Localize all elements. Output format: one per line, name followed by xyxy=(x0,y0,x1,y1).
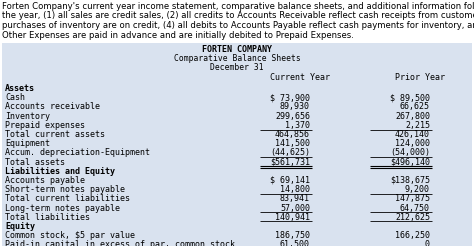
Text: 0: 0 xyxy=(425,240,430,246)
Text: Prior Year: Prior Year xyxy=(395,73,445,82)
Text: Cash: Cash xyxy=(5,93,25,102)
Text: 147,875: 147,875 xyxy=(395,194,430,203)
Text: $ 73,900: $ 73,900 xyxy=(270,93,310,102)
Text: Forten Company's current year income statement, comparative balance sheets, and : Forten Company's current year income sta… xyxy=(2,2,474,11)
Text: 89,930: 89,930 xyxy=(280,102,310,111)
Text: purchases of inventory are on credit, (4) all debits to Accounts Payable reflect: purchases of inventory are on credit, (4… xyxy=(2,21,474,30)
Text: FORTEN COMPANY: FORTEN COMPANY xyxy=(202,45,272,54)
Bar xyxy=(2,43,472,246)
Text: 267,800: 267,800 xyxy=(395,112,430,121)
Text: 141,500: 141,500 xyxy=(275,139,310,148)
Text: Short-term notes payable: Short-term notes payable xyxy=(5,185,125,194)
Text: 166,250: 166,250 xyxy=(395,231,430,240)
Text: $ 89,500: $ 89,500 xyxy=(390,93,430,102)
Text: 1,370: 1,370 xyxy=(285,121,310,130)
Text: 64,750: 64,750 xyxy=(400,204,430,213)
Text: Common stock, $5 par value: Common stock, $5 par value xyxy=(5,231,135,240)
Text: Inventory: Inventory xyxy=(5,112,50,121)
Text: 61,500: 61,500 xyxy=(280,240,310,246)
Text: 124,000: 124,000 xyxy=(395,139,430,148)
Text: Total current assets: Total current assets xyxy=(5,130,105,139)
Text: December 31: December 31 xyxy=(210,63,264,72)
Text: $496,140: $496,140 xyxy=(390,158,430,167)
Text: Other Expenses are paid in advance and are initially debited to Prepaid Expenses: Other Expenses are paid in advance and a… xyxy=(2,31,354,40)
Text: Total assets: Total assets xyxy=(5,158,65,167)
Text: 464,856: 464,856 xyxy=(275,130,310,139)
Text: Assets: Assets xyxy=(5,84,35,93)
Text: (44,625): (44,625) xyxy=(270,148,310,157)
Text: $561,731: $561,731 xyxy=(270,158,310,167)
Text: Accounts payable: Accounts payable xyxy=(5,176,85,185)
Text: 212,625: 212,625 xyxy=(395,213,430,222)
Text: 426,140: 426,140 xyxy=(395,130,430,139)
Text: 14,800: 14,800 xyxy=(280,185,310,194)
Text: Equipment: Equipment xyxy=(5,139,50,148)
Text: Accounts receivable: Accounts receivable xyxy=(5,102,100,111)
Text: $138,675: $138,675 xyxy=(390,176,430,185)
Text: Prepaid expenses: Prepaid expenses xyxy=(5,121,85,130)
Text: the year, (1) all sales are credit sales, (2) all credits to Accounts Receivable: the year, (1) all sales are credit sales… xyxy=(2,12,474,20)
Text: Comparative Balance Sheets: Comparative Balance Sheets xyxy=(173,54,301,63)
Text: Paid-in capital in excess of par, common stock: Paid-in capital in excess of par, common… xyxy=(5,240,235,246)
Text: Accum. depreciation-Equipment: Accum. depreciation-Equipment xyxy=(5,148,150,157)
Text: 66,625: 66,625 xyxy=(400,102,430,111)
Text: Equity: Equity xyxy=(5,222,35,231)
Text: 140,941: 140,941 xyxy=(275,213,310,222)
Text: 186,750: 186,750 xyxy=(275,231,310,240)
Text: Liabilities and Equity: Liabilities and Equity xyxy=(5,167,115,176)
Text: (54,000): (54,000) xyxy=(390,148,430,157)
Text: 83,941: 83,941 xyxy=(280,194,310,203)
Text: Current Year: Current Year xyxy=(270,73,330,82)
Text: $ 69,141: $ 69,141 xyxy=(270,176,310,185)
Text: Total current liabilities: Total current liabilities xyxy=(5,194,130,203)
Text: Total liabilities: Total liabilities xyxy=(5,213,90,222)
Text: 57,000: 57,000 xyxy=(280,204,310,213)
Text: 299,656: 299,656 xyxy=(275,112,310,121)
Text: Long-term notes payable: Long-term notes payable xyxy=(5,204,120,213)
Text: 2,215: 2,215 xyxy=(405,121,430,130)
Text: 9,200: 9,200 xyxy=(405,185,430,194)
